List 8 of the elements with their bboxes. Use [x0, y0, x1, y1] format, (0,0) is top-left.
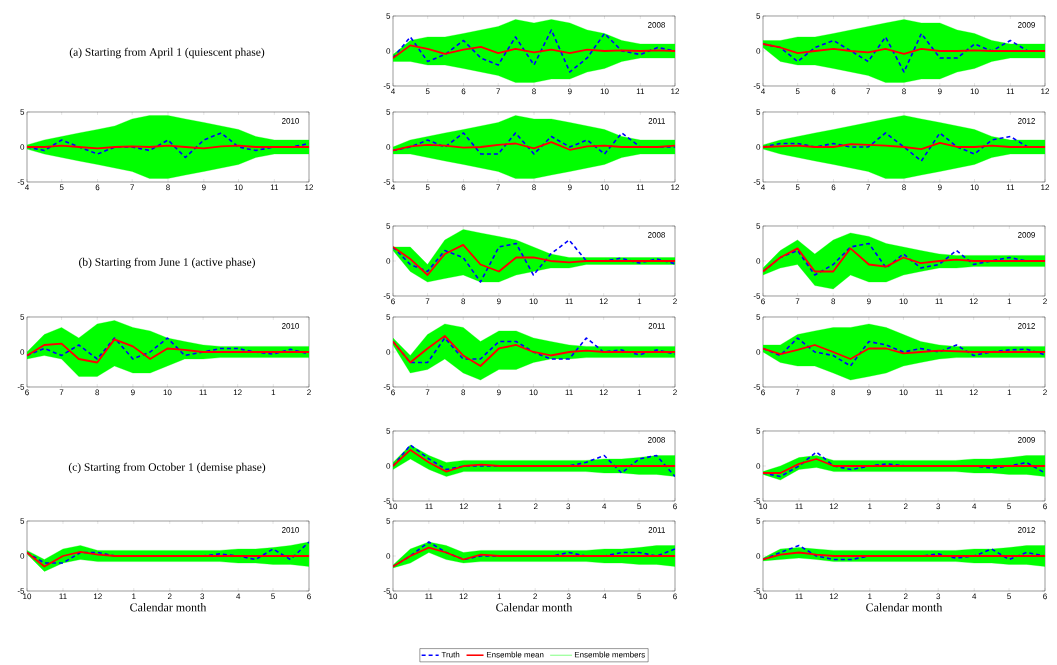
text: (c) Starting from October 1 (demise phase) [68, 462, 266, 474]
line-series [393, 239, 676, 283]
text: (b) Starting from June 1 (active phase) [79, 257, 255, 269]
text: (a) Starting from April 1 (quiescent phase) [69, 47, 265, 59]
x-axis-title: Calendar month [496, 603, 573, 612]
line-series [393, 44, 676, 59]
x-axis-title: Calendar month [130, 603, 207, 612]
x-axis-title: Calendar month [866, 603, 943, 612]
